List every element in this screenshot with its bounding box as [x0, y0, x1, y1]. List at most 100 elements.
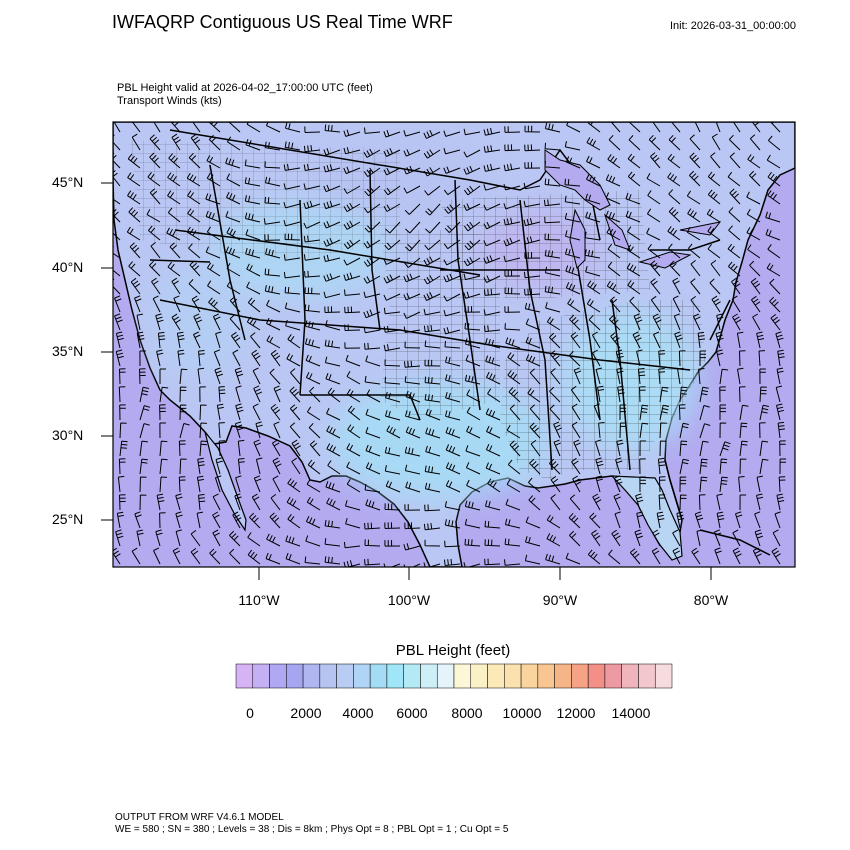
- wind-barb: [466, 406, 481, 421]
- wind-barb: [635, 493, 644, 511]
- wind-barb: [749, 260, 761, 277]
- colorbar-swatch: [520, 663, 539, 689]
- colorbar-swatch: [302, 663, 321, 689]
- wind-barb: [667, 153, 681, 169]
- wind-barb: [186, 172, 201, 187]
- wind-barb: [303, 235, 321, 243]
- wind-barb: [485, 355, 501, 367]
- wind-barb: [504, 270, 521, 277]
- wind-barb: [346, 443, 361, 457]
- wind-barb: [146, 209, 161, 223]
- wind-barb: [127, 172, 141, 187]
- wind-barb: [727, 171, 741, 187]
- wind-barb: [719, 476, 728, 493]
- wind-barb: [290, 368, 301, 385]
- wind-barb: [544, 122, 561, 133]
- wind-barb: [728, 134, 741, 151]
- wind-barb: [113, 122, 121, 133]
- wind-barb: [272, 475, 281, 493]
- wind-barb: [179, 368, 188, 385]
- colorbar-swatch: [537, 663, 555, 689]
- wind-barb: [139, 386, 149, 403]
- wind-barb: [694, 122, 701, 133]
- wind-barb: [119, 404, 126, 421]
- lon-label-110: 110°W: [238, 592, 280, 608]
- wind-barb: [564, 178, 581, 187]
- wind-barb: [343, 202, 361, 213]
- wind-barb: [731, 295, 741, 313]
- wind-barb: [383, 167, 401, 176]
- wind-barb: [565, 230, 581, 241]
- wind-barb: [208, 134, 221, 151]
- wind-barb: [283, 271, 301, 279]
- map-title: IWFAQRP Contiguous US Real Time WRF: [112, 12, 453, 32]
- wind-barb: [218, 440, 226, 457]
- wind-barb: [305, 515, 321, 529]
- wind-barb: [364, 221, 381, 233]
- colorbar-tick-label: 0: [246, 705, 254, 721]
- wind-barb: [423, 256, 441, 266]
- wind-barb: [483, 275, 501, 283]
- wind-barb: [347, 424, 361, 439]
- wind-barb: [737, 367, 744, 385]
- wind-barb: [668, 243, 681, 259]
- wind-barb: [113, 224, 121, 241]
- wind-barb: [611, 529, 621, 547]
- wind-barb: [697, 331, 705, 349]
- wind-barb: [738, 476, 745, 493]
- wind-barb: [199, 422, 207, 439]
- wind-barb: [569, 530, 581, 547]
- wind-barb: [136, 529, 144, 547]
- wind-barb: [366, 389, 381, 403]
- wind-barb: [323, 184, 341, 193]
- colorbar-swatch: [554, 663, 572, 689]
- wind-barb: [775, 331, 784, 349]
- wind-barb: [443, 327, 461, 335]
- wind-barb: [246, 263, 261, 277]
- wind-barb: [423, 149, 441, 159]
- wind-barb: [678, 404, 686, 421]
- wind-barb: [179, 386, 187, 403]
- wind-barb: [529, 404, 541, 421]
- wind-barb: [673, 313, 681, 331]
- wind-barb: [592, 493, 602, 511]
- wind-barb: [179, 404, 187, 421]
- wind-barb: [306, 478, 321, 493]
- wind-barb: [119, 368, 126, 385]
- wind-barb: [679, 476, 687, 493]
- wind-barb: [251, 349, 261, 367]
- wind-barb: [190, 530, 201, 547]
- wind-barb: [156, 349, 164, 367]
- wind-barb: [114, 313, 123, 331]
- wind-barb: [343, 129, 361, 137]
- wind-barb: [565, 552, 581, 565]
- wind-barb: [225, 211, 241, 223]
- wind-barb: [629, 296, 641, 313]
- wind-barb: [483, 163, 501, 172]
- wind-barb: [159, 404, 166, 421]
- wind-barb: [765, 211, 781, 223]
- wind-barb: [167, 207, 181, 223]
- wind-barb: [569, 494, 581, 511]
- wind-barb: [246, 316, 261, 331]
- wind-barb: [648, 134, 661, 151]
- wind-barb: [549, 458, 561, 475]
- wind-barb: [131, 133, 141, 151]
- wind-barb: [326, 425, 341, 439]
- wind-barb: [756, 331, 765, 349]
- colorbar-tick-label: 14000: [611, 705, 651, 721]
- wind-barb: [325, 481, 341, 493]
- wind-barb: [544, 266, 561, 277]
- wind-barb: [325, 373, 341, 385]
- wind-barb: [463, 128, 481, 136]
- wind-barb: [425, 427, 441, 439]
- wind-barb: [565, 282, 581, 295]
- wind-barb: [212, 493, 221, 511]
- wind-barb: [151, 277, 161, 295]
- colorbar-swatch: [319, 663, 337, 689]
- wind-barb: [549, 404, 561, 421]
- wind-barb: [584, 249, 601, 259]
- wind-barb: [739, 386, 746, 403]
- wind-barb: [523, 218, 541, 227]
- colorbar-swatch: [604, 663, 622, 689]
